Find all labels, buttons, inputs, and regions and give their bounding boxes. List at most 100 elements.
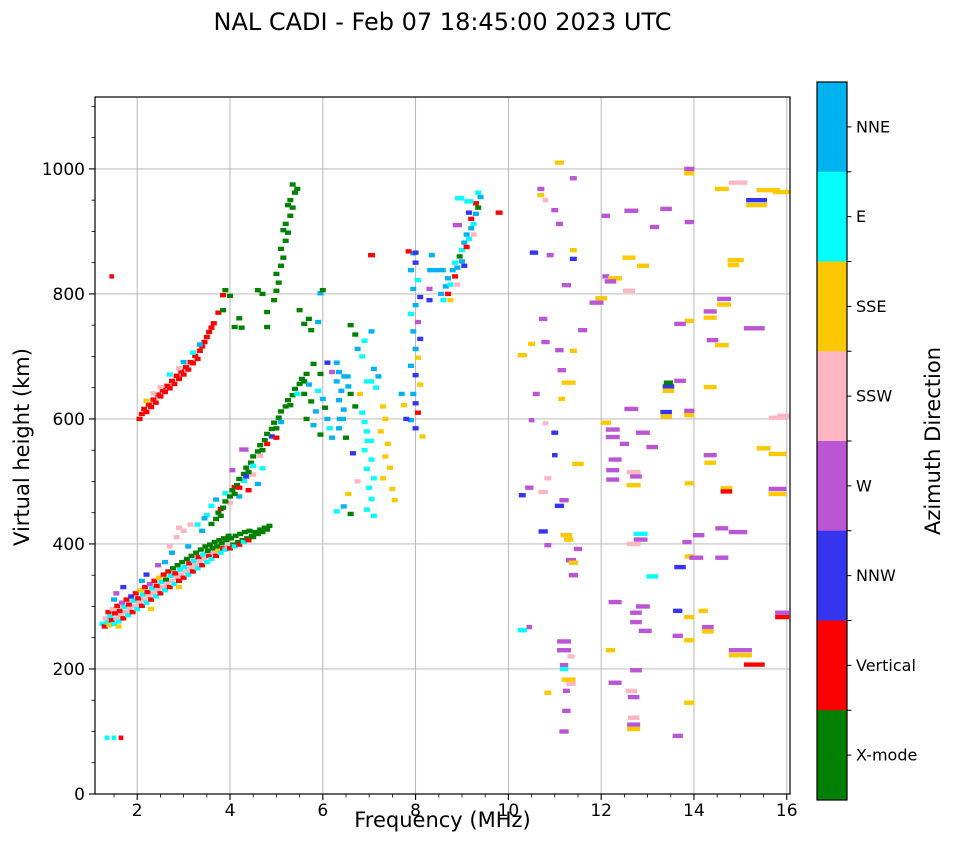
data-point-vertical [182, 364, 189, 370]
data-point-e [414, 277, 421, 283]
data-point-w [546, 252, 554, 258]
data-point-e [366, 485, 373, 490]
data-point-w [715, 555, 729, 560]
data-point-vertical [720, 489, 733, 494]
data-point-ssw [145, 594, 152, 599]
data-point-w [239, 447, 249, 452]
data-point-x-mode [226, 494, 234, 499]
data-point-nne [370, 366, 377, 372]
data-point-e [222, 491, 229, 496]
data-point-sse [564, 537, 574, 542]
data-point-nnw [324, 360, 331, 365]
data-point-ssw [141, 597, 148, 602]
data-point-w [635, 430, 650, 435]
data-point-vertical [775, 614, 790, 620]
data-point-e [107, 614, 114, 619]
data-point-e [111, 735, 117, 740]
data-point-nne [407, 417, 414, 423]
data-point-vertical [189, 361, 196, 366]
data-point-vertical [160, 572, 167, 577]
data-point-x-mode [250, 534, 257, 540]
data-point-x-mode [264, 309, 271, 315]
data-point-sse [608, 276, 623, 281]
colorbar: NNE E SSE SSW W NNW Vertical X-mode [816, 81, 917, 801]
data-point-x-mode [236, 316, 243, 321]
data-point-x-mode [347, 322, 354, 328]
data-point-e [364, 379, 375, 384]
data-point-vertical [123, 597, 130, 602]
data-point-e [134, 606, 141, 612]
data-point-w [562, 688, 570, 694]
data-point-vertical [452, 274, 459, 279]
y-tick-label: 0 [74, 785, 85, 805]
data-point-nne [410, 391, 417, 397]
data-point-x-mode [291, 386, 298, 392]
data-point-sse [600, 420, 611, 425]
data-point-ssw [354, 479, 361, 484]
data-point-x-mode [342, 435, 350, 440]
data-point-e [124, 613, 131, 618]
data-point-w [608, 457, 622, 462]
data-point-x-mode [266, 523, 273, 529]
data-point-vertical [157, 394, 164, 399]
data-point-w [557, 367, 566, 373]
data-point-nnw [143, 572, 150, 577]
data-point-x-mode [264, 527, 271, 532]
data-point-x-mode [231, 324, 238, 330]
data-point-x-mode [232, 533, 239, 539]
data-point-sse [660, 414, 672, 419]
data-point-x-mode [214, 544, 221, 549]
data-point-nnw [349, 451, 356, 456]
data-point-x-mode [240, 471, 247, 477]
data-point-ssw [626, 541, 641, 547]
data-point-x-mode [226, 293, 234, 298]
data-point-w [555, 347, 564, 353]
data-point-x-mode [250, 454, 257, 459]
y-tick-label: 600 [53, 410, 85, 430]
data-point-e [104, 620, 111, 625]
x-tick-label: 16 [776, 801, 798, 821]
data-point-nne [468, 226, 475, 231]
data-point-ssw [538, 489, 548, 495]
data-point-x-mode [268, 426, 275, 432]
data-point-sse [684, 481, 694, 486]
data-point-vertical [192, 353, 199, 358]
data-point-x-mode [259, 529, 266, 535]
data-point-nne [315, 319, 322, 325]
data-point-w [532, 391, 540, 397]
data-point-vertical [743, 662, 765, 667]
data-point-e [152, 594, 159, 599]
data-point-x-mode [174, 563, 181, 568]
data-point-e [646, 574, 659, 579]
data-point-ssw [542, 197, 549, 203]
data-point-sse [684, 700, 695, 705]
data-point-ssw [127, 606, 134, 612]
colorbar-category-label: X-mode [856, 746, 917, 765]
data-point-e [517, 628, 527, 633]
data-point-nne [340, 504, 347, 509]
data-point-nne [162, 559, 169, 565]
data-point-vertical [180, 575, 187, 580]
data-point-e [361, 448, 368, 453]
data-point-sse [684, 171, 695, 176]
data-point-nne [278, 419, 285, 425]
data-point-e [363, 429, 370, 434]
data-point-x-mode [301, 391, 308, 397]
data-point-ssw [122, 609, 129, 615]
data-point-x-mode [264, 324, 271, 330]
data-point-e [359, 410, 366, 415]
data-point-x-mode [271, 297, 278, 303]
data-point-x-mode [261, 437, 268, 443]
data-point-x-mode [296, 307, 303, 313]
data-point-nnw [243, 474, 250, 479]
data-point-w [544, 543, 552, 548]
data-point-sse [417, 382, 424, 387]
data-point-sse [560, 533, 573, 538]
data-point-nne [138, 578, 145, 584]
data-point-e [440, 297, 447, 303]
data-point-w [539, 316, 548, 322]
data-point-vertical [172, 571, 179, 576]
data-point-w [559, 663, 569, 668]
data-point-w [630, 610, 642, 615]
